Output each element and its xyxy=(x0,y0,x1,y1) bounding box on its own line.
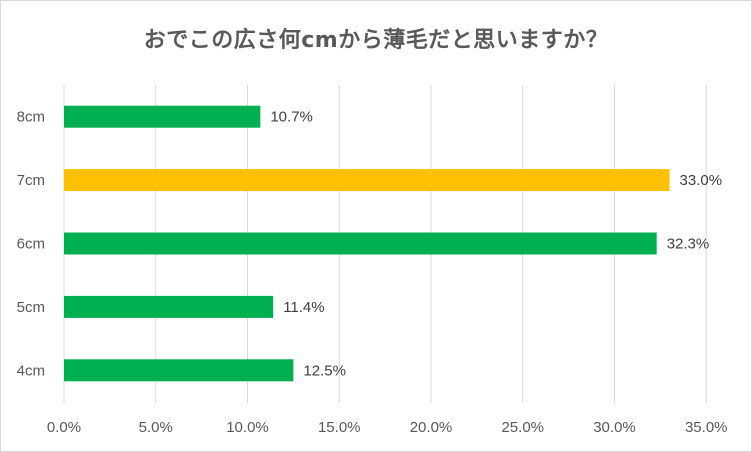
data-label: 10.7% xyxy=(270,109,313,126)
x-tick-label: 25.0% xyxy=(501,419,544,436)
x-tick-label: 15.0% xyxy=(318,419,361,436)
x-tick-label: 30.0% xyxy=(593,419,636,436)
bar xyxy=(64,105,261,128)
x-tick-label: 5.0% xyxy=(139,419,173,436)
bar xyxy=(64,295,274,318)
x-tick-label: 0.0% xyxy=(47,419,81,436)
chart-title: おでこの広さ何cmから薄毛だと思いますか？ xyxy=(143,28,609,53)
x-tick-label: 35.0% xyxy=(685,419,728,436)
x-tick-label: 10.0% xyxy=(226,419,269,436)
bar xyxy=(64,169,670,192)
y-tick-label: 5cm xyxy=(17,299,45,316)
bar xyxy=(64,359,294,382)
y-tick-label: 7cm xyxy=(17,172,45,189)
data-label: 12.5% xyxy=(303,362,346,379)
bar xyxy=(64,232,657,255)
data-label: 33.0% xyxy=(680,172,723,189)
data-label: 32.3% xyxy=(667,236,710,253)
y-tick-label: 8cm xyxy=(17,109,45,126)
data-label: 11.4% xyxy=(283,299,324,316)
y-tick-label: 6cm xyxy=(17,236,45,253)
y-tick-label: 4cm xyxy=(17,362,45,379)
x-tick-label: 20.0% xyxy=(410,419,453,436)
